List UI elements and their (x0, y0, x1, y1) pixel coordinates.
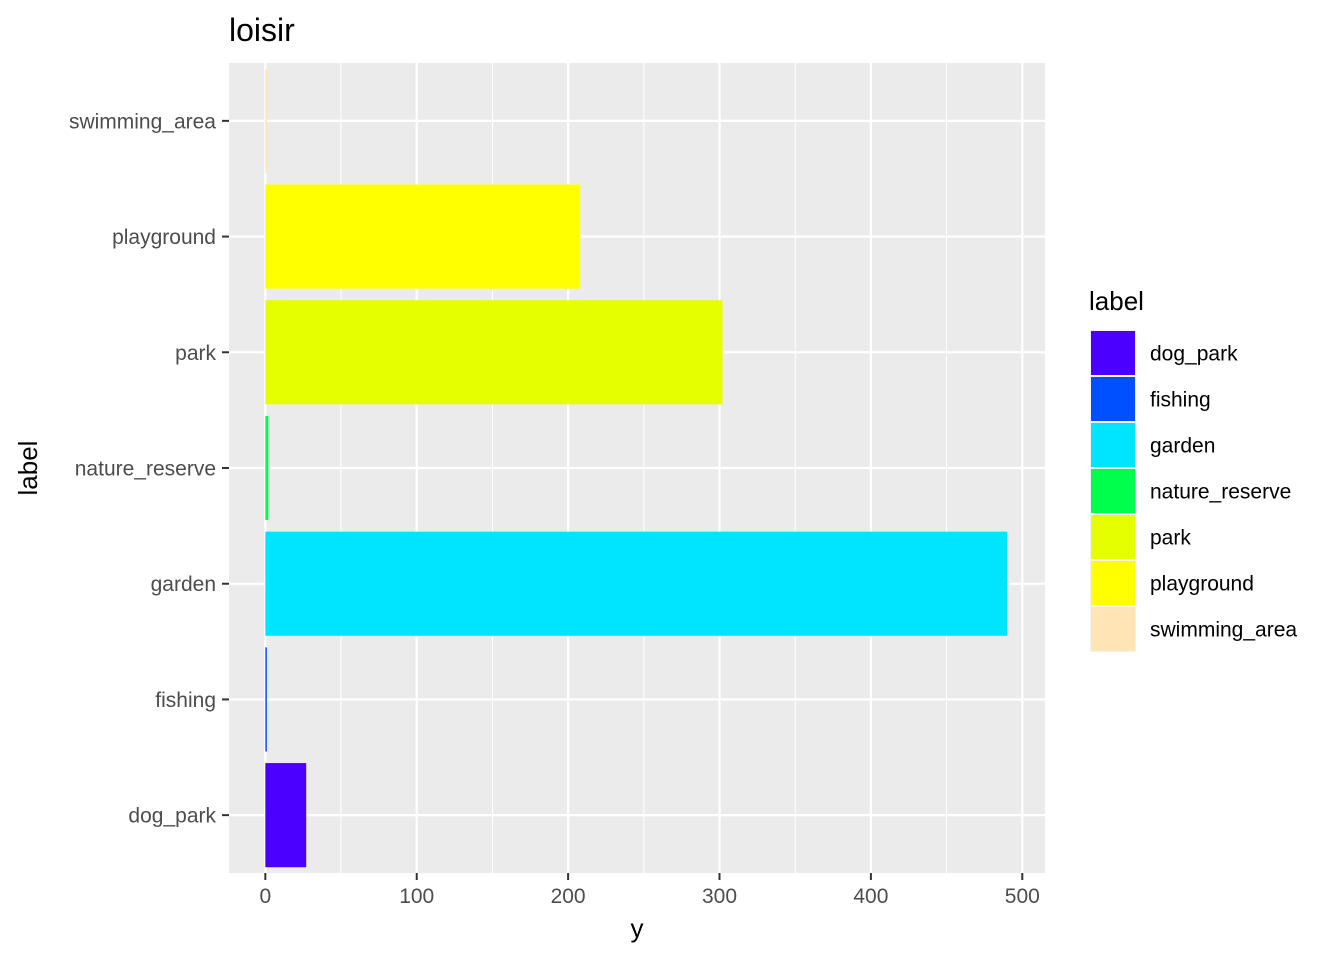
y-tick-label: fishing (155, 689, 216, 712)
bar-fishing (265, 647, 267, 752)
x-tick-label: 0 (259, 885, 271, 908)
bar-garden (265, 531, 1008, 636)
y-tick-label: garden (151, 573, 216, 596)
legend-label: playground (1150, 573, 1254, 596)
x-tick-label: 200 (551, 885, 586, 908)
legend-swatch-playground (1091, 561, 1135, 605)
legend-swatch-dog_park (1091, 331, 1135, 375)
legend-swatch-park (1091, 515, 1135, 559)
x-tick-label: 100 (399, 885, 434, 908)
x-tick-label: 300 (702, 885, 737, 908)
y-tick-label: swimming_area (69, 110, 216, 133)
x-axis-title: y (631, 913, 644, 943)
y-tick-label: nature_reserve (75, 458, 216, 481)
y-tick-label: dog_park (128, 805, 216, 828)
legend-label: swimming_area (1150, 619, 1297, 642)
bar-swimming_area (265, 68, 267, 173)
bar-dog_park (265, 763, 307, 868)
x-tick-label: 400 (853, 885, 888, 908)
x-tick-label: 500 (1005, 885, 1040, 908)
legend-label: fishing (1150, 389, 1211, 412)
bar-park (265, 300, 723, 405)
chart-title: loisir (229, 12, 295, 48)
legend-swatch-nature_reserve (1091, 469, 1135, 513)
y-axis: dog_park fishing garden nature_reserve park p… (69, 110, 229, 828)
legend-swatch-swimming_area (1091, 607, 1135, 651)
legend-label: nature_reserve (1150, 481, 1291, 504)
bar-nature_reserve (265, 415, 269, 521)
legend-title: label (1089, 286, 1144, 316)
x-axis: 0 100 200 300 400 500 (259, 873, 1040, 908)
bars (265, 68, 1008, 868)
legend-label: park (1150, 527, 1191, 550)
legend-label: garden (1150, 435, 1215, 458)
legend-label: dog_park (1150, 343, 1238, 366)
y-tick-label: park (175, 342, 216, 365)
y-tick-label: playground (112, 226, 216, 249)
bar-playground (265, 184, 581, 289)
legend-swatch-fishing (1091, 377, 1135, 421)
legend-swatch-garden (1091, 423, 1135, 467)
y-axis-title: label (13, 441, 43, 496)
